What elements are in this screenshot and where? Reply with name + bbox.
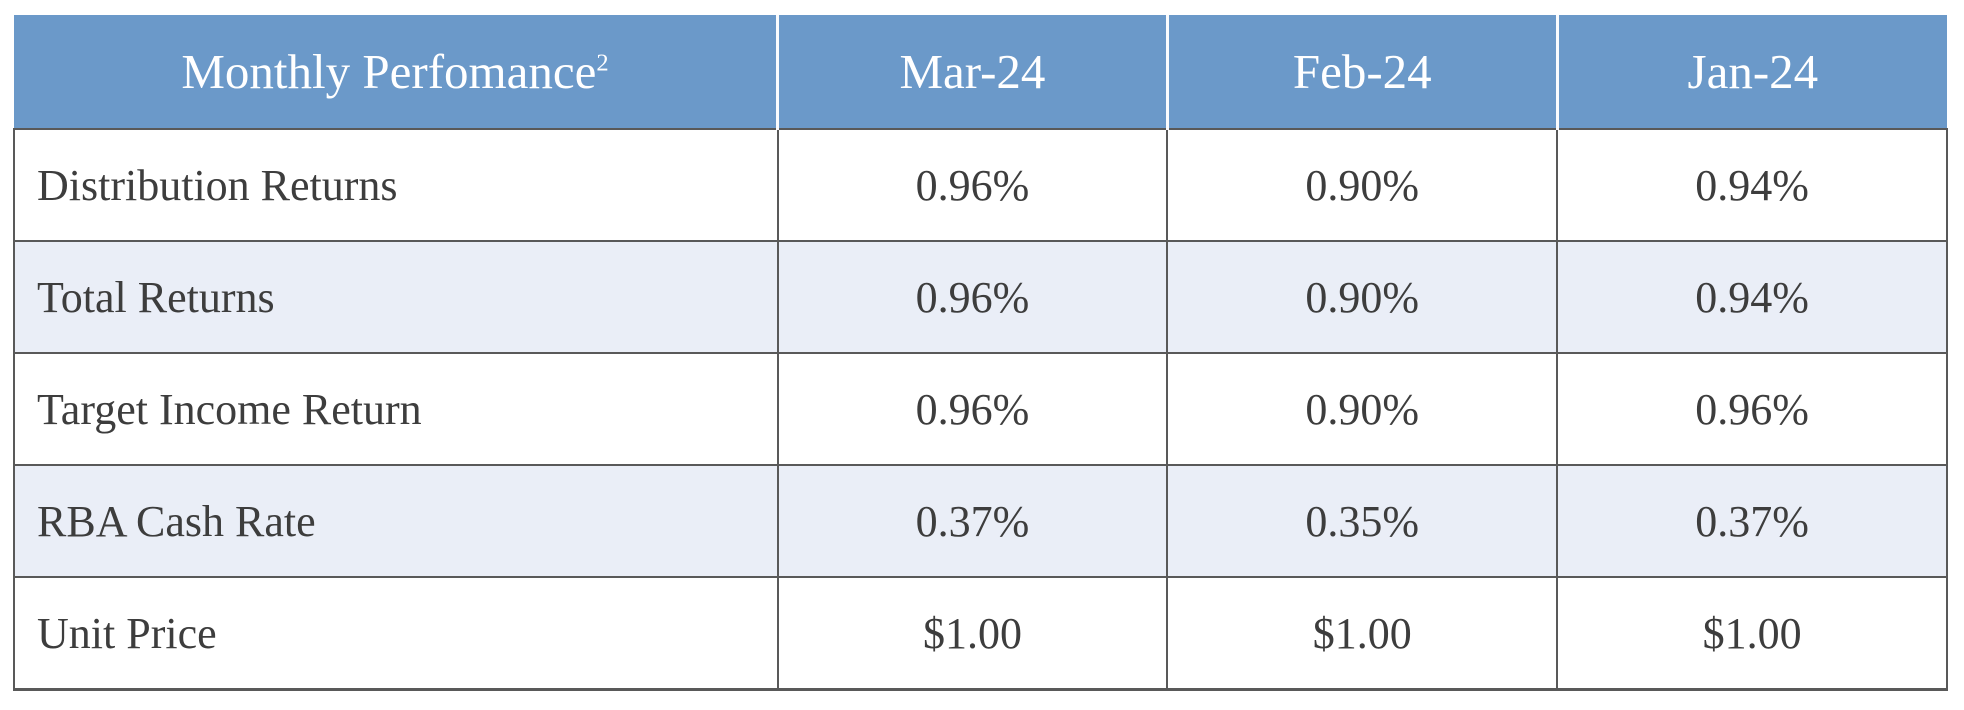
row-label-target-income-return: Target Income Return	[13, 352, 779, 466]
column-header-jan-24: Jan-24	[1555, 15, 1947, 129]
table-row: Distribution Returns 0.96% 0.90% 0.94%	[13, 128, 1948, 242]
cell-value: $1.00	[1556, 576, 1948, 691]
cell-value: $1.00	[1166, 576, 1559, 691]
table-title-cell: Monthly Perfomance2	[14, 15, 778, 129]
monthly-performance-table: Monthly Perfomance2 Mar-24 Feb-24 Jan-24…	[13, 15, 1948, 691]
table-row: Total Returns 0.96% 0.90% 0.94%	[13, 240, 1948, 354]
cell-value: 0.96%	[776, 352, 1169, 466]
table-row: Target Income Return 0.96% 0.90% 0.96%	[13, 352, 1948, 466]
cell-value: 0.94%	[1556, 128, 1948, 242]
row-label-distribution-returns: Distribution Returns	[13, 128, 779, 242]
table-title-footnote-marker: 2	[596, 49, 609, 77]
row-label-rba-cash-rate: RBA Cash Rate	[13, 464, 779, 578]
table-row: RBA Cash Rate 0.37% 0.35% 0.37%	[13, 464, 1948, 578]
cell-value: 0.96%	[776, 128, 1169, 242]
cell-value: 0.90%	[1166, 128, 1559, 242]
performance-table: Monthly Perfomance2 Mar-24 Feb-24 Jan-24…	[13, 15, 1948, 691]
cell-value: 0.37%	[776, 464, 1169, 578]
cell-value: 0.96%	[776, 240, 1169, 354]
table-header-row: Monthly Perfomance2 Mar-24 Feb-24 Jan-24	[14, 15, 1947, 129]
table-body: Distribution Returns 0.96% 0.90% 0.94% T…	[13, 128, 1948, 691]
column-header-feb-24: Feb-24	[1165, 15, 1558, 129]
cell-value: 0.96%	[1556, 352, 1948, 466]
cell-value: $1.00	[776, 576, 1169, 691]
row-label-total-returns: Total Returns	[13, 240, 779, 354]
cell-value: 0.37%	[1556, 464, 1948, 578]
cell-value: 0.94%	[1556, 240, 1948, 354]
cell-value: 0.35%	[1166, 464, 1559, 578]
row-label-unit-price: Unit Price	[13, 576, 779, 691]
column-header-mar-24: Mar-24	[776, 15, 1168, 129]
cell-value: 0.90%	[1166, 352, 1559, 466]
table-row: Unit Price $1.00 $1.00 $1.00	[13, 576, 1948, 691]
cell-value: 0.90%	[1166, 240, 1559, 354]
table-title: Monthly Perfomance	[181, 44, 597, 99]
